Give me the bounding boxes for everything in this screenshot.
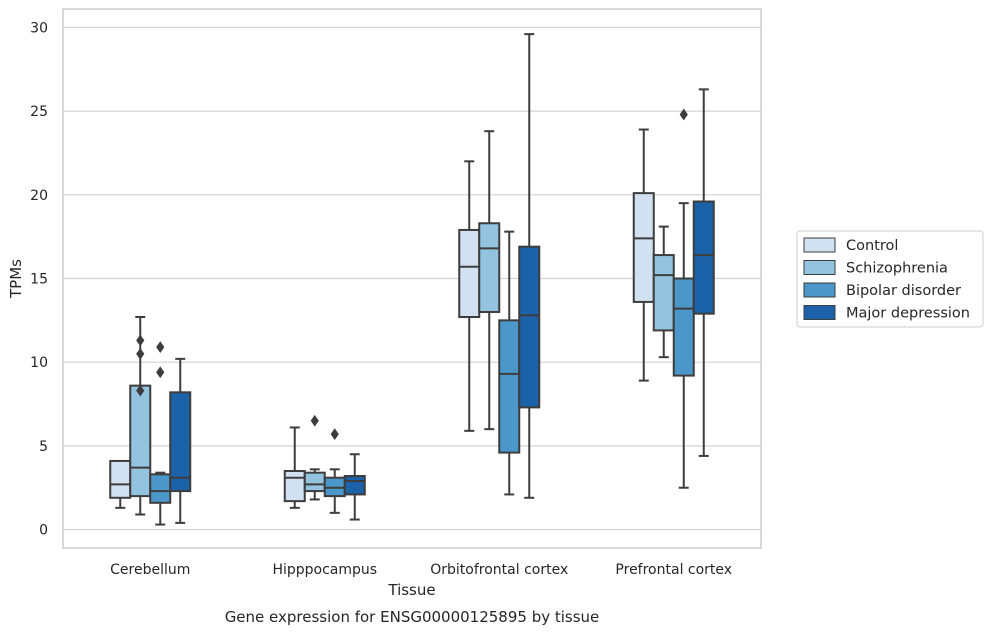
box-2-1	[323, 428, 346, 514]
box-iqr	[478, 222, 501, 313]
box-iqr	[109, 459, 132, 499]
plot-frame	[62, 8, 762, 549]
y-tick-label: 0	[39, 523, 48, 539]
box-iqr	[303, 471, 326, 493]
outlier-marker	[330, 428, 339, 441]
outlier-marker	[156, 341, 165, 354]
box-0-3	[632, 128, 655, 382]
box-plots	[109, 33, 715, 526]
box-iqr	[692, 200, 715, 315]
legend-swatch	[803, 282, 836, 298]
chart-caption: Gene expression for ENSG00000125895 by t…	[225, 608, 600, 626]
box-0-1	[283, 426, 306, 509]
box-iqr	[498, 319, 521, 454]
x-tick-label: Hipppocampus	[272, 562, 377, 578]
box-iqr	[652, 254, 675, 332]
legend-label: Bipolar disorder	[846, 283, 961, 299]
outlier-marker	[156, 366, 165, 379]
box-0-2	[458, 160, 481, 432]
box-3-2	[518, 33, 541, 499]
y-tick-labels: 0 5 10 15 20 25 30	[30, 20, 48, 538]
box-1-3	[652, 225, 675, 359]
box-3-0	[169, 357, 192, 524]
x-tick-label: Orbitofrontal cortex	[430, 562, 568, 578]
box-1-0	[129, 316, 152, 516]
legend-swatch	[803, 305, 836, 320]
box-iqr	[169, 391, 192, 493]
box-iqr	[149, 473, 172, 504]
y-tick-label: 15	[30, 272, 48, 288]
outlier-marker	[679, 108, 688, 121]
box-2-0	[149, 341, 172, 526]
box-iqr	[129, 384, 152, 498]
box-iqr	[518, 245, 541, 409]
legend-label: Control	[846, 238, 898, 254]
legend-frame	[796, 230, 984, 328]
box-iqr	[283, 470, 306, 503]
box-1-2	[478, 130, 501, 431]
legend-items: Control Schizophrenia Bipolar disorder Majo…	[803, 237, 970, 322]
box-iqr	[458, 228, 481, 319]
y-tick-label: 30	[30, 20, 48, 36]
box-1-1	[303, 414, 326, 501]
legend-label: Schizophrenia	[846, 261, 948, 277]
box-3-3	[692, 88, 715, 457]
x-tick-labels: Cerebellum Hipppocampus Orbitofrontal cort…	[110, 562, 732, 578]
outlier-marker	[136, 347, 145, 360]
y-tick-label: 25	[30, 104, 48, 120]
outlier-marker	[136, 334, 145, 347]
box-2-3	[672, 108, 695, 489]
y-tick-label: 5	[39, 439, 48, 455]
legend-swatch	[803, 260, 836, 275]
box-3-1	[343, 453, 366, 521]
outlier-marker	[136, 384, 145, 397]
y-tick-label: 10	[30, 355, 48, 371]
box-iqr	[343, 475, 366, 496]
y-axis-title: TPMs	[7, 259, 25, 299]
outlier-marker	[310, 414, 319, 427]
box-0-0	[109, 459, 132, 509]
legend: Control Schizophrenia Bipolar disorder Majo…	[796, 230, 984, 328]
box-iqr	[632, 192, 655, 303]
legend-label: Major depression	[846, 306, 970, 322]
x-axis-title: Tissue	[387, 581, 435, 599]
box-2-2	[498, 230, 521, 496]
x-tick-label: Cerebellum	[110, 562, 190, 578]
box-iqr	[672, 277, 695, 377]
y-tick-label: 20	[30, 188, 48, 204]
legend-swatch	[803, 237, 836, 253]
x-tick-label: Prefrontal cortex	[615, 562, 732, 578]
